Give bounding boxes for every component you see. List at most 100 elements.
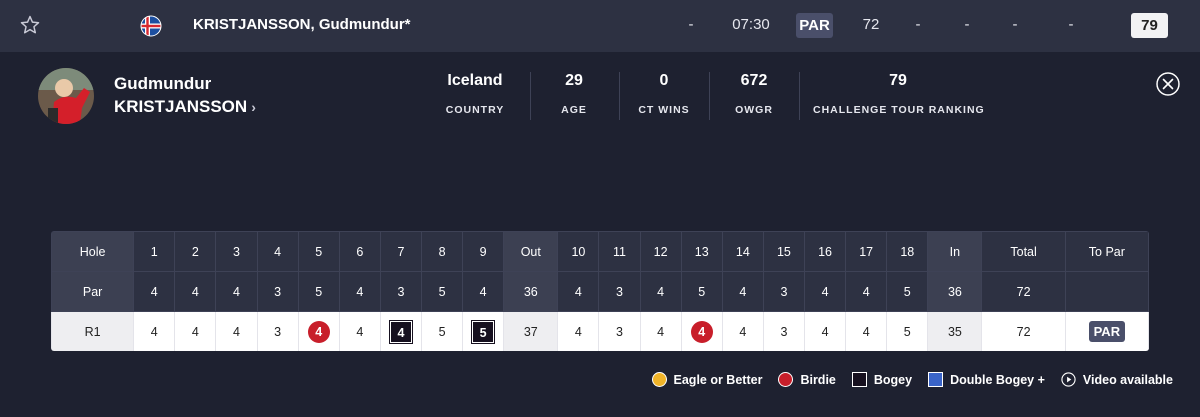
round4-score: - bbox=[1012, 16, 1018, 33]
bogey-swatch bbox=[851, 372, 867, 387]
score-cell: 5 bbox=[886, 271, 929, 312]
score-cell: 5 bbox=[297, 271, 340, 312]
stat-owgr: 672 OWGR bbox=[724, 72, 784, 116]
round-row: R1 4 4 4 3 4 4 4 5 5 37 4 3 4 4 4 3 4 4 5 35 72 PAR bbox=[51, 311, 1149, 351]
score-cell: 37 bbox=[503, 311, 559, 351]
stat-value: 672 bbox=[740, 72, 768, 89]
favorite-star-icon[interactable] bbox=[19, 14, 41, 36]
legend-label: Bogey bbox=[873, 372, 913, 387]
score-cell: 2 bbox=[174, 231, 217, 272]
legend-item-eagle: Eagle or Better bbox=[651, 372, 763, 387]
score-cell: 4 bbox=[133, 271, 176, 312]
iceland-flag-icon bbox=[140, 15, 162, 37]
double-bogey-swatch bbox=[928, 372, 944, 387]
score-cell: 3 bbox=[598, 311, 641, 351]
player-profile-link[interactable]: KRISTJANSSON › bbox=[114, 97, 256, 117]
score-cell: 1 bbox=[133, 231, 176, 272]
score-cell: 9 bbox=[462, 231, 505, 272]
round2-score: - bbox=[915, 16, 921, 33]
player-name[interactable]: KRISTJANSSON, Gudmundur* bbox=[193, 16, 411, 33]
stat-value: Iceland bbox=[447, 72, 503, 89]
stat-value: 29 bbox=[565, 72, 583, 89]
legend-item-double-bogey: Double Bogey + bbox=[928, 372, 1045, 387]
score-cell: 11 bbox=[598, 231, 641, 272]
score-cell: 36 bbox=[503, 271, 559, 312]
tee-time: 07:30 bbox=[732, 16, 770, 33]
score-cell: 12 bbox=[639, 231, 682, 272]
score-cell: 4 bbox=[256, 231, 299, 272]
stat-country: Iceland COUNTRY bbox=[440, 72, 510, 116]
score-cell: PAR bbox=[1064, 311, 1149, 351]
score-cell: 36 bbox=[927, 271, 983, 312]
score-cell: 3 bbox=[215, 231, 258, 272]
score-cell: 4 bbox=[215, 271, 258, 312]
to-par-badge: PAR bbox=[1088, 321, 1126, 342]
legend-item-birdie: Birdie bbox=[778, 372, 836, 387]
divider bbox=[709, 72, 710, 120]
round-score: 72 bbox=[862, 16, 880, 33]
scorecard-table: Hole 1 2 3 4 5 6 7 8 9 Out 10 11 12 13 14 15 16 17 18 In Tota… bbox=[51, 231, 1149, 351]
score-cell: 4 bbox=[338, 271, 381, 312]
score-cell: 7 bbox=[379, 231, 422, 272]
score-cell: 3 bbox=[762, 311, 806, 351]
divider bbox=[619, 72, 620, 120]
score-cell: 3 bbox=[256, 311, 299, 351]
leaderboard-row[interactable]: KRISTJANSSON, Gudmundur* - 07:30 PAR 72 … bbox=[0, 0, 1200, 52]
par-row: Par 4 4 4 3 5 4 3 5 4 36 4 3 4 5 4 3 4 4 5 36 72 bbox=[51, 271, 1149, 312]
scorecard: Hole 1 2 3 4 5 6 7 8 9 Out 10 11 12 13 14 15 16 17 18 In Tota… bbox=[51, 231, 1149, 351]
score-cell: 5 bbox=[420, 311, 464, 351]
score-cell: 5 bbox=[297, 231, 340, 272]
score-cell: To Par bbox=[1064, 231, 1149, 272]
player-avatar[interactable] bbox=[38, 68, 94, 124]
stat-label: OWGR bbox=[735, 104, 773, 116]
score-cell bbox=[1064, 271, 1149, 312]
player-first-name: Gudmundur bbox=[114, 74, 212, 93]
score-cell: 72 bbox=[981, 311, 1066, 351]
legend-label: Video available bbox=[1082, 372, 1173, 387]
stat-label: CT WINS bbox=[638, 104, 690, 116]
score-cell: 4 bbox=[639, 271, 682, 312]
stat-value: 0 bbox=[659, 72, 669, 89]
score-cell: 3 bbox=[379, 271, 422, 312]
score-cell: 5 bbox=[680, 271, 723, 312]
score-cell: In bbox=[927, 231, 983, 272]
score-cell: 16 bbox=[803, 231, 847, 272]
close-icon[interactable] bbox=[1156, 72, 1180, 96]
score-cell: 18 bbox=[886, 231, 929, 272]
to-par-badge: PAR bbox=[796, 13, 833, 38]
score-cell: Out bbox=[503, 231, 559, 272]
score-cell: 72 bbox=[981, 271, 1066, 312]
legend-item-video: Video available bbox=[1061, 372, 1173, 387]
score-cell: 4 bbox=[803, 311, 847, 351]
thru-value: - bbox=[1068, 16, 1074, 33]
score-cell: 4 bbox=[133, 311, 176, 351]
score-cell: 3 bbox=[598, 271, 641, 312]
score-cell: 4 bbox=[215, 311, 258, 351]
score-cell: 35 bbox=[927, 311, 983, 351]
score-cell: 4 bbox=[803, 271, 847, 312]
stat-ct-wins: 0 CT WINS bbox=[629, 72, 699, 116]
score-cell: 5 bbox=[420, 271, 464, 312]
score-cell: 5 bbox=[462, 311, 505, 351]
score-cell: 10 bbox=[557, 231, 600, 272]
play-icon bbox=[1061, 372, 1076, 387]
birdie-swatch bbox=[778, 372, 794, 387]
score-cell: 4 bbox=[721, 271, 764, 312]
row-label: Hole bbox=[51, 231, 135, 272]
score-cell: 4 bbox=[338, 311, 381, 351]
score-cell: 4 bbox=[680, 311, 723, 351]
score-cell: 8 bbox=[420, 231, 464, 272]
total-score-badge: 79 bbox=[1131, 13, 1168, 38]
score-cell: 4 bbox=[379, 311, 422, 351]
score-cell: 4 bbox=[845, 271, 888, 312]
score-cell: Total bbox=[981, 231, 1066, 272]
bogey-marker: 4 bbox=[388, 319, 413, 344]
legend-label: Double Bogey + bbox=[950, 372, 1045, 387]
row-label: R1 bbox=[51, 311, 135, 351]
stat-label: CHALLENGE TOUR RANKING bbox=[813, 104, 985, 116]
row-label: Par bbox=[51, 271, 135, 312]
birdie-marker: 4 bbox=[307, 320, 330, 343]
score-cell: 3 bbox=[256, 271, 299, 312]
score-cell: 4 bbox=[639, 311, 682, 351]
legend-label: Eagle or Better bbox=[673, 372, 763, 387]
